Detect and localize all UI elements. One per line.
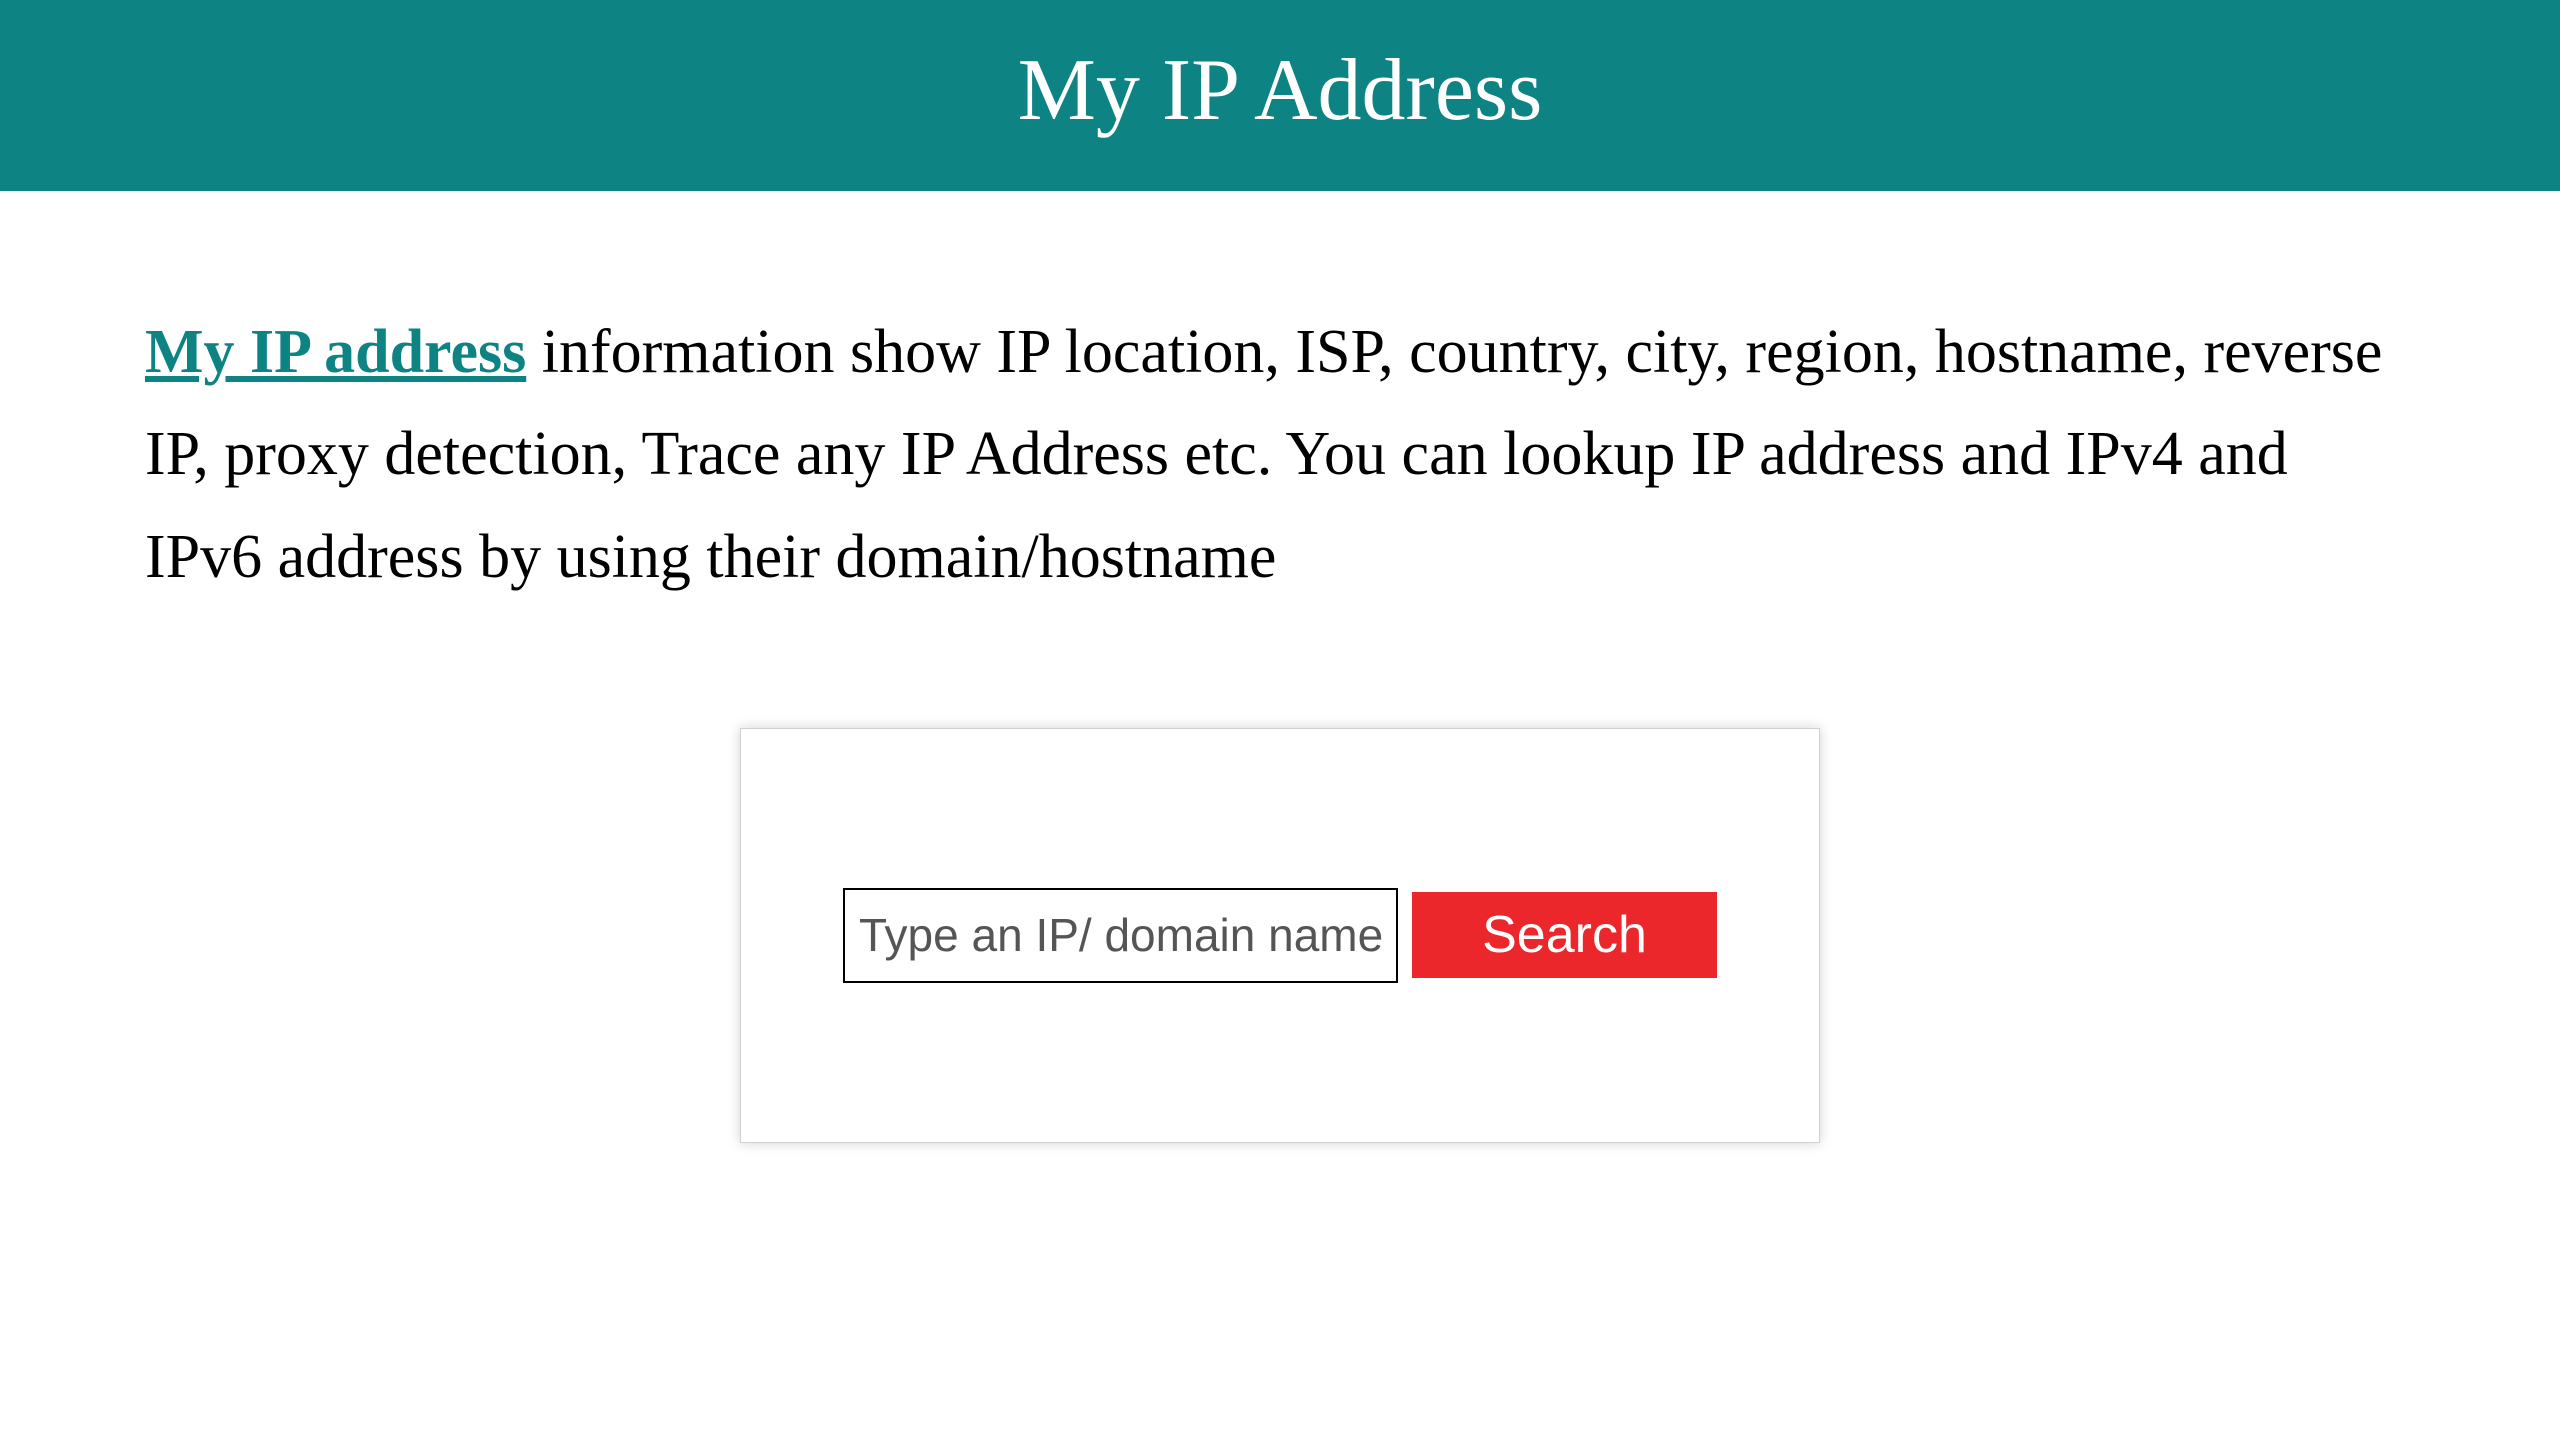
ip-domain-input[interactable]: [843, 888, 1398, 983]
main-content: My IP address information show IP locati…: [0, 191, 2560, 1143]
page-header: My IP Address: [0, 0, 2560, 191]
my-ip-address-link[interactable]: My IP address: [145, 318, 526, 386]
search-box: Search: [740, 728, 1820, 1143]
search-container: Search: [145, 728, 2415, 1143]
description-paragraph: My IP address information show IP locati…: [145, 301, 2415, 608]
search-button[interactable]: Search: [1412, 892, 1717, 978]
page-title: My IP Address: [0, 40, 2560, 141]
